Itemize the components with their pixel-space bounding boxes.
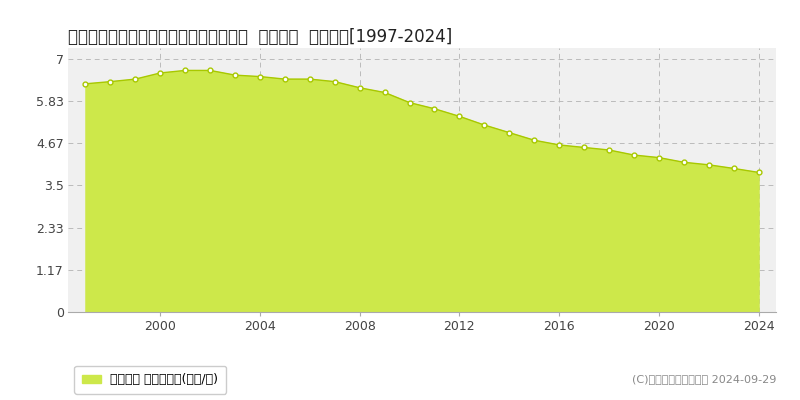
- Legend: 基準地価 平均坪単価(万円/坪): 基準地価 平均坪単価(万円/坪): [74, 366, 226, 394]
- Text: (C)土地価格ドットコム 2024-09-29: (C)土地価格ドットコム 2024-09-29: [632, 374, 776, 384]
- Text: 鳥取県鳥取市上味野字上り立７４番１外  基準地価  地価推移[1997-2024]: 鳥取県鳥取市上味野字上り立７４番１外 基準地価 地価推移[1997-2024]: [68, 28, 452, 46]
